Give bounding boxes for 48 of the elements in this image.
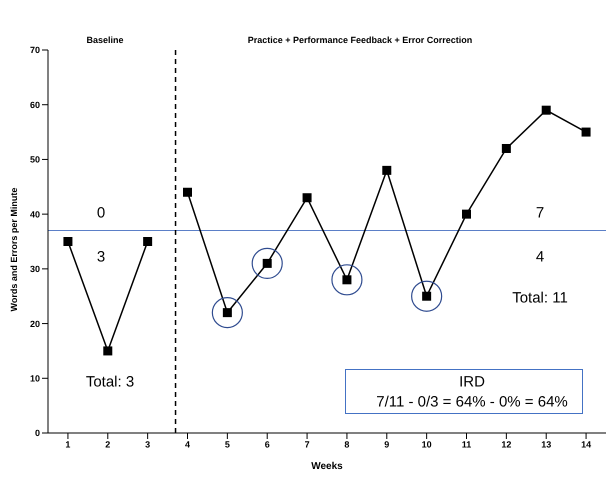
- x-tick-label: 5: [224, 439, 230, 450]
- annotation: 4: [536, 248, 544, 266]
- point: [103, 346, 112, 356]
- point: [502, 144, 511, 153]
- point: [462, 210, 471, 219]
- x-tick-label: 7: [304, 439, 310, 450]
- text: Baseline: [86, 35, 124, 45]
- y-tick-label: 60: [30, 100, 40, 110]
- point: [143, 237, 152, 246]
- point: [542, 106, 551, 115]
- y-tick-label: 40: [30, 209, 40, 220]
- y-tick-label: 0: [34, 428, 40, 438]
- y-tick-label: 30: [30, 264, 40, 274]
- x-tick-label: 2: [105, 439, 110, 450]
- x-tick-label: 14: [581, 439, 592, 450]
- x-tick-label: 4: [184, 439, 190, 450]
- y-tick-label: 10: [30, 373, 40, 384]
- annotation: 0: [96, 204, 106, 222]
- x-tick-label: 8: [344, 439, 350, 450]
- x-tick-label: 12: [501, 439, 512, 450]
- point: [252, 248, 283, 279]
- point: [302, 193, 312, 202]
- y-axis-title: Words and Errors per Minute: [9, 188, 20, 312]
- x-tick-label: 10: [422, 439, 432, 450]
- y-tick-label: 20: [30, 318, 40, 329]
- point: [212, 297, 243, 328]
- x-tick-label: 13: [541, 439, 552, 450]
- y-tick-label: 70: [30, 45, 40, 56]
- annotation: IRD: [459, 374, 485, 390]
- point: [63, 237, 72, 246]
- x-tick-label: 1: [65, 439, 70, 450]
- point: [331, 264, 363, 296]
- x-tick-label: 6: [264, 439, 270, 450]
- annotation: 7: [536, 204, 544, 222]
- annotation: 7/11 - 0/3 = 64% - 0% = 64%: [376, 394, 568, 410]
- annotation: Total: 3: [86, 374, 134, 390]
- point: [582, 128, 591, 137]
- point: [411, 280, 442, 312]
- y-tick-label: 50: [30, 154, 40, 165]
- point: [382, 166, 392, 175]
- annotation: 3: [96, 248, 106, 266]
- x-tick-label: 11: [462, 439, 472, 450]
- point: [183, 188, 192, 197]
- x-tick-label: 3: [145, 439, 150, 450]
- x-tick-label: 9: [384, 439, 390, 450]
- x-axis-title: Weeks: [311, 461, 344, 472]
- text: Practice + Performance Feedback + Error Correction: [248, 35, 472, 45]
- annotation: Total: 11: [512, 290, 568, 306]
